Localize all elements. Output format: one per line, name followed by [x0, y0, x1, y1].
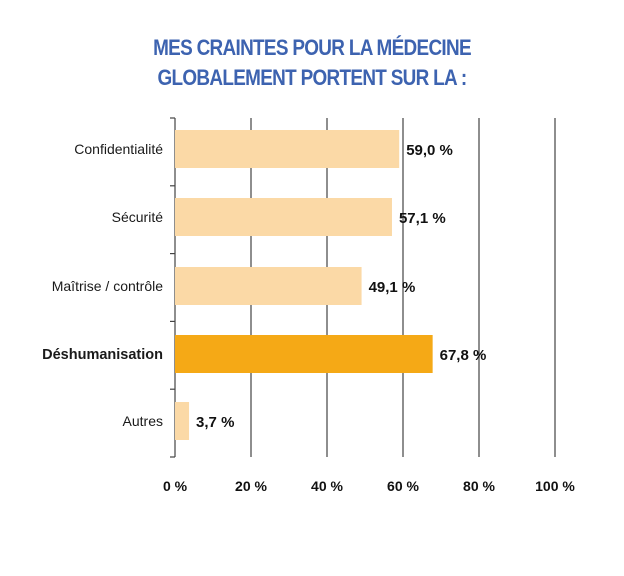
- x-tick-label: 60 %: [387, 478, 419, 494]
- x-tick-label: 80 %: [463, 478, 495, 494]
- category-label: Maîtrise / contrôle: [52, 278, 163, 294]
- category-label: Confidentialité: [74, 141, 163, 157]
- x-tick-label: 40 %: [311, 478, 343, 494]
- bar-4: [175, 335, 433, 373]
- chart-title-line-2: GLOBALEMENT PORTENT SUR LA :: [157, 65, 467, 90]
- value-label: 57,1 %: [399, 210, 446, 227]
- value-label: 67,8 %: [440, 347, 487, 364]
- value-label: 3,7 %: [196, 414, 234, 431]
- chart-title: MES CRAINTES POUR LA MÉDECINE GLOBALEMEN…: [44, 33, 581, 93]
- bar-2: [175, 198, 392, 236]
- value-label: 49,1 %: [369, 279, 416, 296]
- bar-1: [175, 130, 400, 168]
- x-tick-label: 100 %: [535, 478, 575, 494]
- chart-title-line-1: MES CRAINTES POUR LA MÉDECINE: [153, 35, 472, 60]
- category-label: Déshumanisation: [42, 347, 163, 363]
- bar-5: [175, 402, 190, 440]
- category-label: Sécurité: [112, 209, 164, 225]
- x-tick-label: 20 %: [235, 478, 267, 494]
- bar-3: [175, 267, 362, 305]
- category-label: Autres: [123, 413, 163, 429]
- value-label: 59,0 %: [406, 142, 453, 159]
- x-tick-label: 0 %: [163, 478, 188, 494]
